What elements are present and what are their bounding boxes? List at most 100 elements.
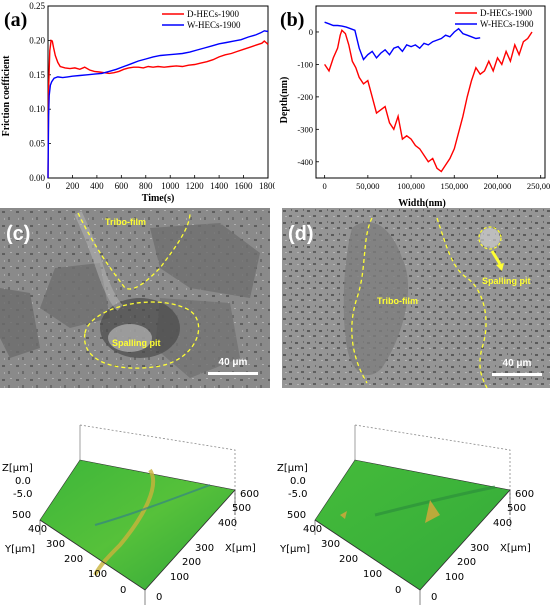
x-tick: 0 [431, 592, 437, 603]
sem-image-d: Tribo-film Spalling pit (d) 40 μm [282, 208, 550, 388]
x-tick-label: 0 [46, 181, 51, 191]
x-tick: 0 [156, 592, 162, 603]
z-tick: 0.0 [290, 476, 306, 487]
axes-frame [315, 5, 546, 179]
tribo-film-label: Tribo-film [377, 296, 418, 306]
x-tick: 500 [507, 503, 526, 514]
x-tick-label: 50,000 [356, 181, 379, 191]
x-tick: 100 [445, 572, 464, 583]
x-tick: 200 [182, 557, 201, 568]
x-tick: 400 [493, 518, 512, 529]
x-tick: 500 [232, 503, 251, 514]
y-tick-label: 0.10 [29, 104, 45, 114]
x-tick: 200 [457, 557, 476, 568]
panel-label-b: (b) [280, 9, 304, 31]
z-tick: -5.0 [13, 489, 33, 500]
y-tick: 0 [120, 585, 126, 596]
x-tick: 600 [240, 489, 259, 500]
y-tick-label: -100 [297, 59, 313, 69]
x-axis-label: Width(nm) [398, 198, 446, 209]
series-line-d-hecs-1900 [324, 29, 533, 173]
x-tick: 100 [170, 572, 189, 583]
x-tick: 300 [470, 543, 489, 554]
spalling-pit-label: Spalling pit [112, 338, 161, 348]
y-tick: 200 [64, 554, 83, 565]
friction-coefficient-chart: (a) 0 200 400 600 800 1000 1200 1400 1600 1800 0.0… [1, 1, 275, 204]
y-tick-label: -300 [297, 124, 313, 134]
scale-bar [492, 373, 542, 376]
legend-entry: W-HECs-1900 [187, 20, 241, 30]
x-tick-label: 1600 [235, 181, 254, 191]
y-tick-label: 0.00 [29, 173, 45, 183]
x-tick-label: 1800 [259, 181, 275, 191]
x-tick: 400 [218, 518, 237, 529]
z-axis-label: Z[μm] [2, 463, 33, 474]
series-line-w-hecs-1900 [324, 21, 481, 61]
y-axis-label: Friction coefficient [1, 55, 12, 136]
x-axis-label: Time(s) [142, 193, 175, 204]
y-tick: 500 [12, 510, 31, 521]
y-axis-label: Depth(nm) [279, 77, 290, 124]
plot-area [47, 30, 269, 179]
z-tick: 0.0 [15, 476, 31, 487]
series-line-d-hecs-1900 [47, 39, 269, 179]
y-tick: 100 [363, 569, 382, 580]
panel-label-a: (a) [4, 9, 27, 31]
scale-bar-label: 40 μm [503, 358, 532, 369]
z-axis-label: Z[μm] [277, 463, 308, 474]
axes: 0 50,000 100,000 150,000 200,000 250,000 0 -100… [297, 5, 550, 191]
x-tick-label: 600 [115, 181, 129, 191]
scale-bar-label: 40 μm [219, 357, 248, 368]
axes: 0 200 400 600 800 1000 1200 1400 1600 1800 0.00 0.0… [29, 1, 275, 191]
legend-entry: D-HECs-1900 [480, 8, 532, 18]
z-tick: -5.0 [288, 489, 308, 500]
x-tick: 300 [195, 543, 214, 554]
surface-3d-right: Z[μm] 0.0 -5.0 500 400 Y[μm] 300 200 100… [277, 424, 534, 605]
y-tick: 400 [28, 524, 47, 535]
panel-label-c: (c) [6, 223, 30, 245]
tribo-film-label: Tribo-film [105, 217, 146, 227]
y-tick: 0 [395, 585, 401, 596]
x-tick-label: 1000 [161, 181, 180, 191]
y-tick: 100 [88, 569, 107, 580]
y-tick-label: -200 [297, 92, 313, 102]
y-tick-label: -400 [297, 157, 313, 167]
x-tick-label: 1400 [210, 181, 229, 191]
y-tick-label: 0.05 [29, 139, 45, 149]
x-axis-label: X[μm] [500, 543, 531, 554]
y-tick: 300 [321, 539, 340, 550]
y-tick-label: 0 [309, 27, 313, 37]
y-tick: 400 [303, 524, 322, 535]
x-tick: 600 [515, 489, 534, 500]
legend-entry: D-HECs-1900 [187, 9, 239, 19]
x-tick-label: 400 [90, 181, 104, 191]
spalling-pit-outline [478, 226, 502, 250]
x-tick-label: 1200 [186, 181, 205, 191]
x-tick-label: 150,000 [440, 181, 468, 191]
y-axis-label: Y[μm] [279, 544, 310, 555]
y-tick: 200 [339, 554, 358, 565]
legend-entry: W-HECs-1900 [480, 19, 534, 29]
spalling-pit-label: Spalling pit [482, 276, 531, 286]
x-tick-label: 200,000 [484, 181, 512, 191]
scale-bar [208, 372, 258, 375]
y-tick-label: 0.25 [29, 1, 45, 11]
y-axis-label: Y[μm] [4, 544, 35, 555]
plot-area [324, 21, 533, 173]
y-tick-label: 0.20 [29, 35, 45, 45]
x-tick-label: 800 [139, 181, 153, 191]
x-tick-label: 100,000 [397, 181, 425, 191]
surface-mesh [314, 459, 511, 591]
sem-background [282, 208, 550, 388]
x-axis-label: X[μm] [225, 543, 256, 554]
surface-3d-left: Z[μm] 0.0 -5.0 500 400 Y[μm] 300 200 100… [2, 424, 259, 605]
series-line-w-hecs-1900 [47, 30, 269, 179]
depth-profile-chart: (b) 050,000100,000150,000200,000250,0000… [279, 5, 550, 209]
sem-image-c: Tribo-film Spalling pit (c) 40 μm [0, 208, 270, 388]
panel-label-d: (d) [288, 223, 314, 245]
y-tick-label: 0.15 [29, 70, 45, 80]
y-tick: 500 [287, 510, 306, 521]
x-tick-label: 0 [323, 181, 327, 191]
